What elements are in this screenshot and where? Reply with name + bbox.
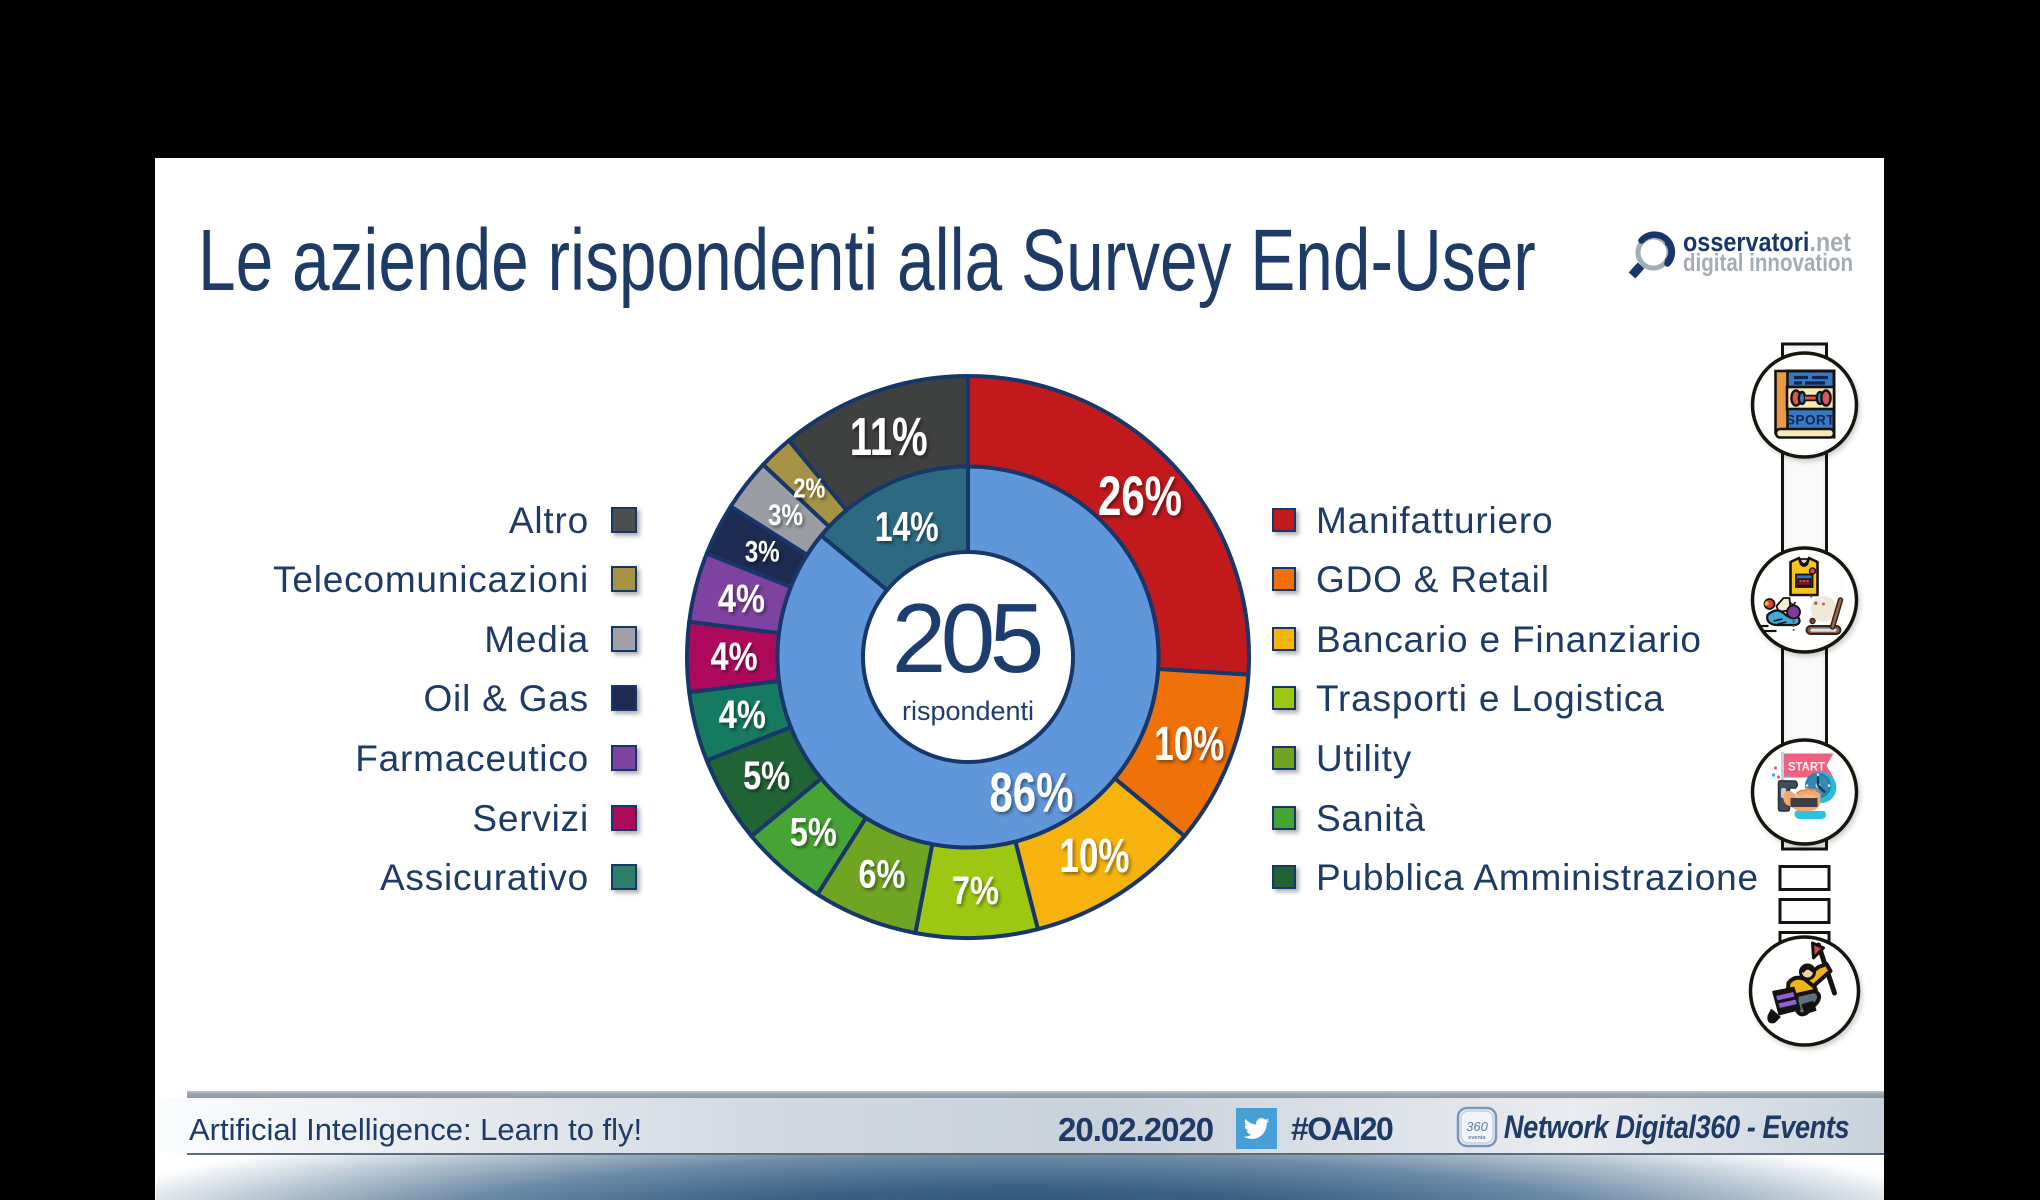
svg-text:26%: 26%	[1098, 464, 1182, 527]
svg-text:4%: 4%	[718, 577, 765, 621]
svg-text:11%: 11%	[850, 407, 928, 467]
svg-text:4%: 4%	[719, 693, 766, 737]
svg-text:3%: 3%	[745, 536, 780, 569]
svg-text:2%: 2%	[793, 472, 825, 503]
svg-text:10%: 10%	[1060, 830, 1130, 883]
svg-text:360: 360	[1466, 1119, 1488, 1134]
svg-text:4%: 4%	[711, 635, 758, 679]
svg-text:3%: 3%	[768, 499, 803, 532]
svg-text:86%: 86%	[989, 760, 1073, 823]
svg-text:osservatori.net: osservatori.net	[1683, 227, 1851, 257]
svg-text:14%: 14%	[875, 503, 939, 550]
svg-text:5%: 5%	[790, 811, 837, 855]
svg-text:events: events	[1468, 1135, 1485, 1141]
svg-text:SPORT: SPORT	[1786, 413, 1835, 428]
svg-text:6%: 6%	[858, 853, 905, 897]
svg-text:START: START	[1788, 762, 1825, 774]
svg-text:7%: 7%	[952, 869, 999, 913]
svg-text:10%: 10%	[1154, 718, 1224, 771]
svg-text:digital innovation: digital innovation	[1683, 249, 1853, 277]
svg-text:5%: 5%	[743, 754, 790, 798]
